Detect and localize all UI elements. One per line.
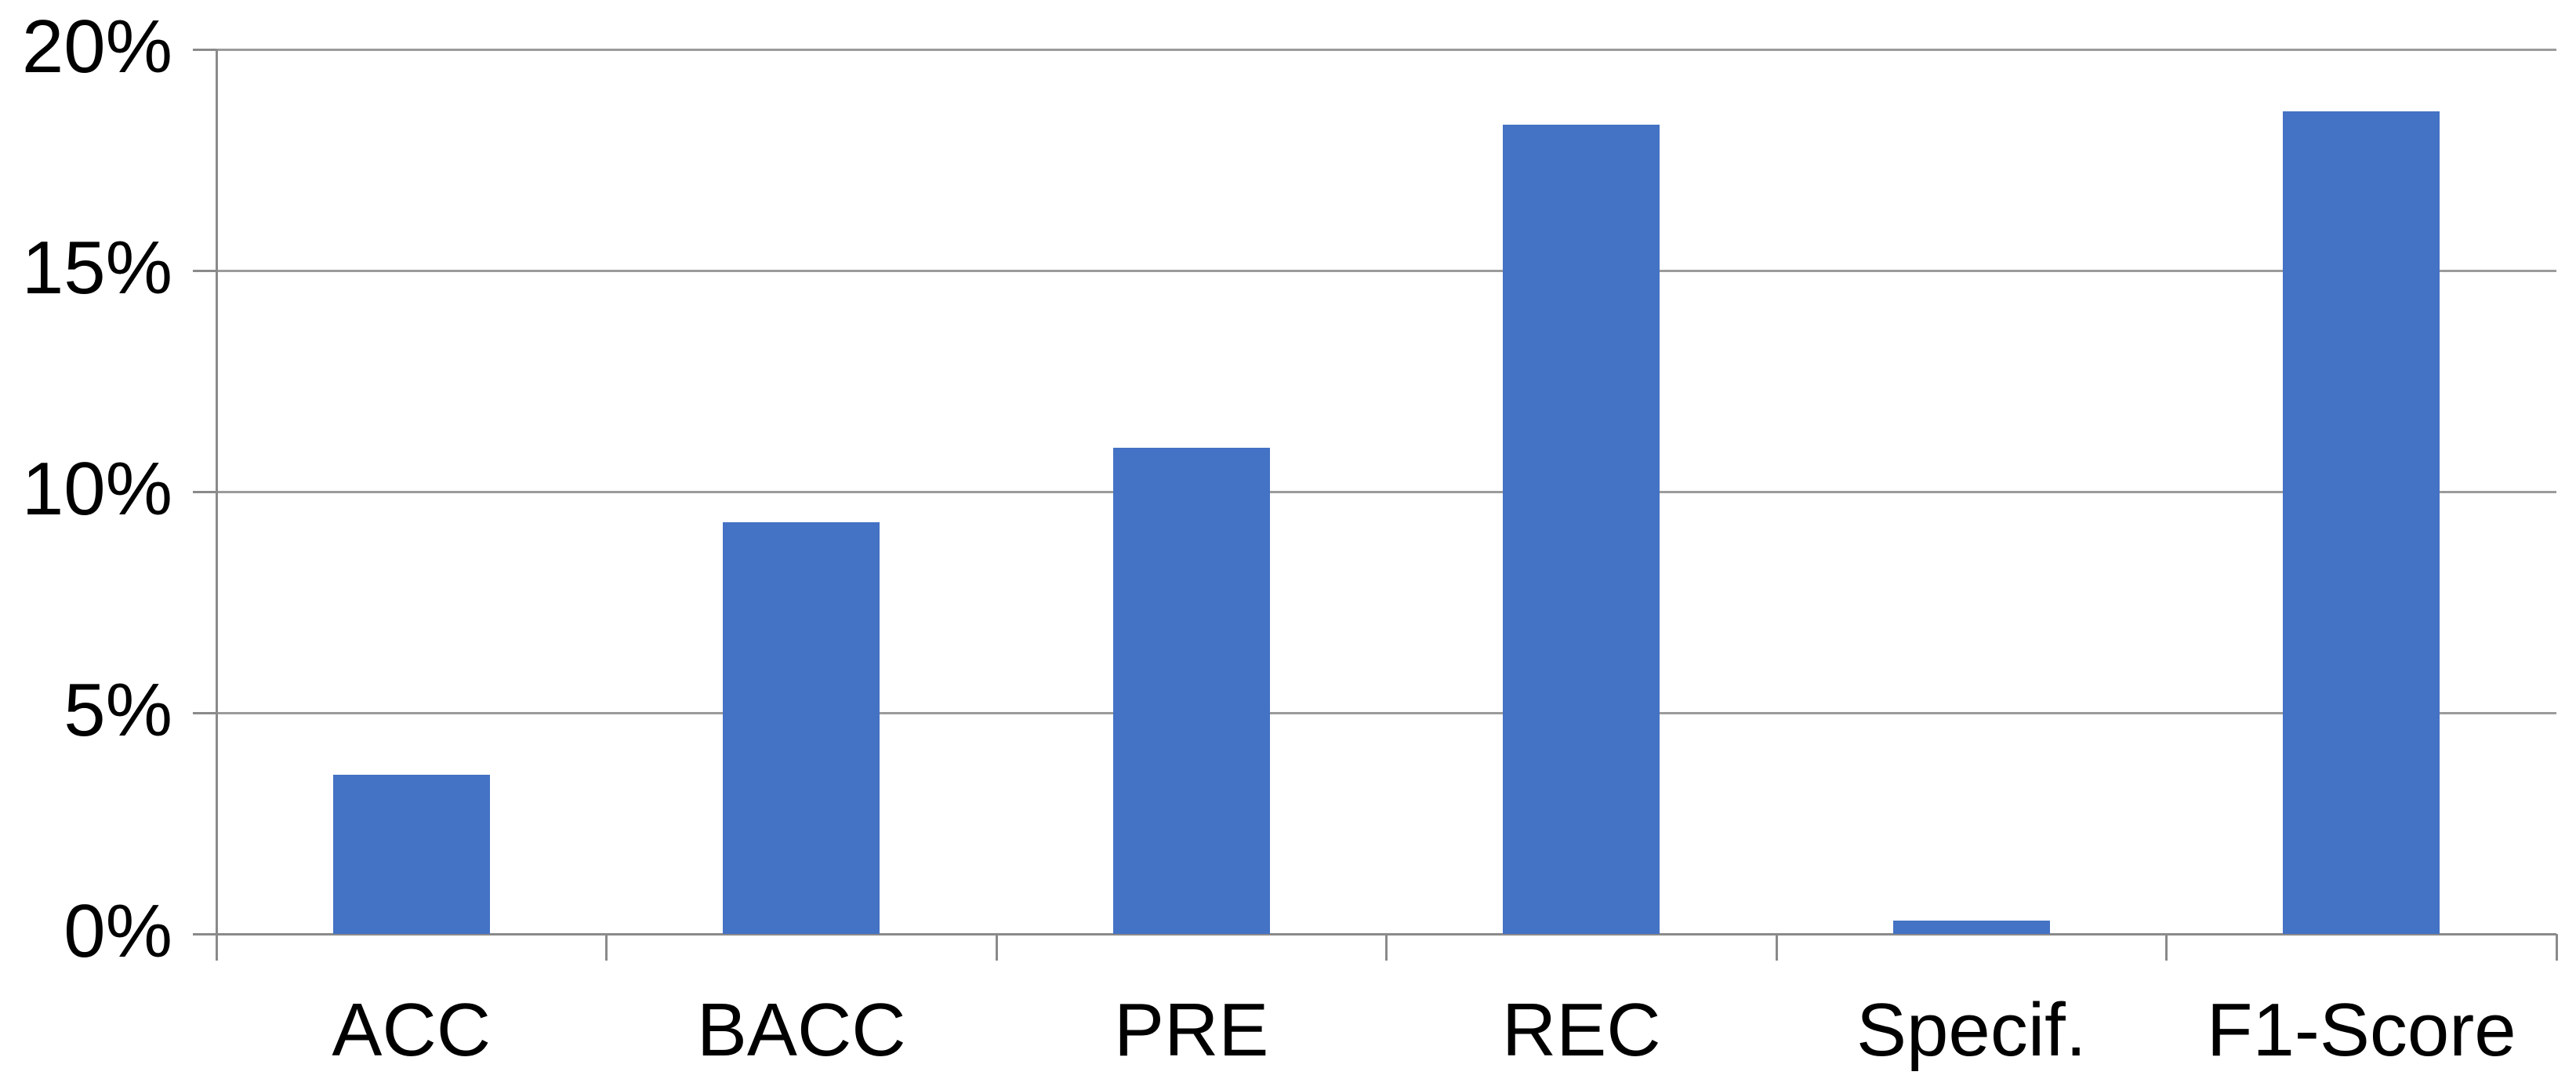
- x-axis-tick: [605, 934, 608, 961]
- gridline-15%: [216, 269, 2556, 272]
- y-axis-line: [215, 49, 218, 934]
- x-axis-tick: [215, 934, 218, 961]
- y-axis-tick: [193, 269, 216, 272]
- x-axis-category-label: Specif.: [1856, 988, 2087, 1072]
- x-axis-category-label: F1-Score: [2206, 988, 2516, 1072]
- bar-bacc: [723, 522, 880, 934]
- y-axis-tick-label: 20%: [21, 5, 172, 89]
- y-axis-tick-label: 10%: [21, 447, 172, 531]
- y-axis-tick-label: 15%: [21, 226, 172, 310]
- x-axis-tick: [2165, 934, 2168, 961]
- y-axis-tick: [193, 48, 216, 51]
- x-axis-category-label: ACC: [332, 988, 492, 1072]
- bar-specif-: [1892, 921, 2050, 934]
- gridline-10%: [216, 490, 2556, 493]
- bar-pre: [1112, 447, 1270, 934]
- bar-rec: [1503, 124, 1660, 934]
- bar-acc: [332, 774, 490, 934]
- gridline-20%: [216, 48, 2556, 51]
- x-axis-category-label: REC: [1501, 988, 1661, 1072]
- y-axis-tick: [193, 932, 216, 935]
- x-axis-tick: [1385, 934, 1388, 961]
- x-axis-tick: [995, 934, 998, 961]
- x-axis-category-label: PRE: [1114, 988, 1269, 1072]
- y-axis-tick: [193, 490, 216, 493]
- x-axis-category-label: BACC: [696, 988, 906, 1072]
- y-axis-tick-label: 0%: [63, 889, 172, 973]
- gridline-5%: [216, 711, 2556, 714]
- x-axis-tick: [2555, 934, 2558, 961]
- y-axis-tick: [193, 711, 216, 714]
- y-axis-tick-label: 5%: [63, 668, 172, 752]
- bar-f1-score: [2283, 111, 2440, 934]
- x-axis-tick: [1775, 934, 1778, 961]
